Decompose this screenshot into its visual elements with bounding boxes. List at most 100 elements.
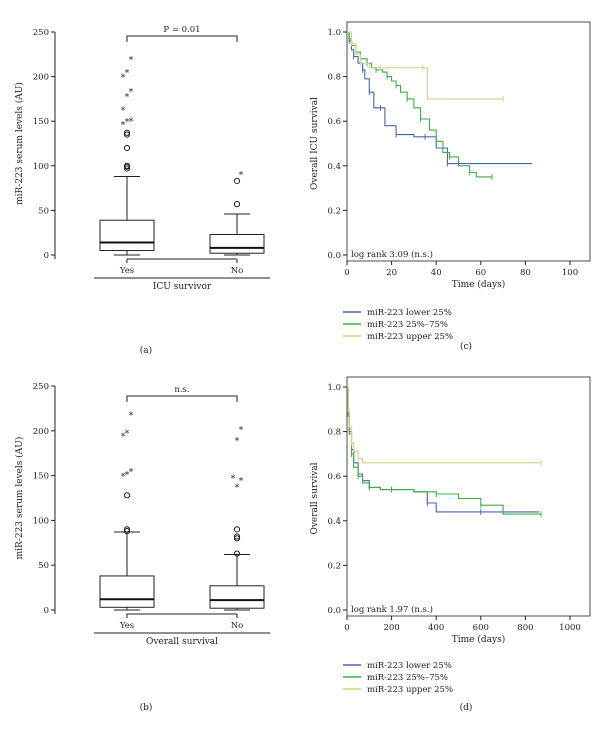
y-tick-label: 200 [33,427,49,437]
y-tick-label: 250 [33,28,49,38]
iqr-box [99,219,155,252]
outlier-point [123,526,131,533]
extreme-outlier-point: * [239,426,244,436]
extreme-outlier-point: * [235,483,240,493]
extreme-outlier-point: * [121,432,126,442]
survival-curve-upper [347,31,504,100]
y-tick-label: 0.8 [327,428,341,438]
survival-curve-upper [347,386,541,464]
legend-label: miR-223 25%–75% [367,320,448,330]
y-tick-label: 50 [38,206,49,216]
x-tick-label: 600 [473,623,489,633]
y-tick-label: 1.0 [327,383,341,393]
y-axis-title: Overall survival [310,462,320,534]
x-tick-label: 100 [562,268,578,278]
x-tick-label: 60 [475,268,486,278]
outlier-point [123,528,131,535]
x-axis-title: ICU survivor [153,282,212,292]
y-tick-label: 0.6 [327,117,341,127]
outlier-point [233,526,241,533]
outlier-point [233,550,241,557]
extreme-outlier-point: * [129,117,134,127]
panel-label: (d) [460,702,473,713]
legend-label: miR-223 25%–75% [367,673,448,683]
outlier-point [123,129,131,136]
panel-label: (c) [460,341,472,352]
x-tick-label: 400 [428,623,444,633]
extreme-outlier-point: * [235,437,240,447]
extreme-outlier-point: * [125,69,130,79]
y-tick-label: 0.4 [327,162,341,172]
y-tick-label: 0.0 [327,251,341,261]
km-plot-panel-3: 0.0 0.2 0.4 0.6 0.8 1.0 Overall ICU survival 0 2… [310,21,591,352]
iqr-box [99,575,155,608]
extreme-outlier-point: * [231,474,236,484]
y-axis-title: miR-223 serum levels (AU) [14,437,25,560]
x-tick-label: Yes [119,266,134,276]
y-tick-label: 0.8 [327,73,341,83]
x-axis-title: Overall survival [146,637,218,647]
x-tick-label: 0 [344,268,349,278]
extreme-outlier-point: * [129,56,134,66]
y-tick-label: 150 [33,472,49,482]
outlier-point [123,492,131,499]
extreme-outlier-point: * [121,473,126,483]
plot-frame [346,21,591,262]
y-tick-label: 200 [33,73,49,83]
extreme-outlier-point: * [121,107,126,117]
extreme-outlier-point: * [239,171,244,181]
extreme-outlier-point: * [129,88,134,98]
iqr-box [209,585,265,609]
km-plot-panel-4: 0.0 0.2 0.4 0.6 0.8 1.0 Overall survival 0 200 40… [310,376,591,713]
legend-label: miR-223 lower 25% [367,661,452,671]
y-tick-label: 100 [33,162,49,172]
extreme-outlier-point: * [129,412,134,422]
x-tick-label: 800 [517,623,533,633]
extreme-outlier-point: * [239,477,244,487]
outlier-point [123,144,131,152]
x-tick-label: 200 [383,623,399,633]
survival-curve-lower [347,386,539,513]
significance-label: P = 0.01 [163,25,200,35]
extreme-outlier-point: * [125,430,130,440]
x-tick-label: Yes [119,621,134,631]
survival-curve-lower [347,31,533,165]
legend-label: miR-223 lower 25% [367,308,452,318]
y-tick-label: 0.6 [327,472,341,482]
survival-curve-mid [347,31,492,178]
box-plot-panel-2: 0 50 100 150 200 250 miR-223 serum levels (AU)… [14,382,270,713]
plot-frame [346,376,591,617]
y-tick-label: 0.0 [327,606,341,616]
survival-curve-mid [347,386,541,515]
extreme-outlier-point: * [125,93,130,103]
x-tick-label: 40 [431,268,442,278]
legend-label: miR-223 upper 25% [367,332,453,342]
y-tick-label: 0.2 [327,206,341,216]
y-axis-title: Overall ICU survival [310,97,320,190]
outlier-point [233,201,241,208]
y-tick-label: 100 [33,516,49,526]
extreme-outlier-point: * [121,74,126,84]
legend-label: miR-223 upper 25% [367,685,453,695]
y-tick-label: 0.2 [327,561,341,571]
x-tick-label: No [231,621,244,631]
significance-bracket [126,395,238,402]
panel-label: (b) [140,702,153,713]
extreme-outlier-point: * [129,468,134,478]
y-tick-label: 0.4 [327,517,341,527]
x-tick-label: 20 [386,268,397,278]
y-tick-label: 50 [38,561,49,571]
log-rank-annotation: log rank 3.09 (n.s.) [351,249,433,260]
x-axis-title: Time (days) [452,634,505,645]
outlier-point [123,131,131,138]
outlier-point [233,535,241,542]
x-tick-label: 80 [520,268,531,278]
iqr-box [209,233,265,254]
y-tick-label: 1.0 [327,28,341,38]
significance-bracket [126,35,238,42]
x-tick-label: No [231,266,244,276]
y-tick-label: 0 [44,251,49,261]
outlier-point [233,177,241,185]
outlier-point [233,533,241,540]
